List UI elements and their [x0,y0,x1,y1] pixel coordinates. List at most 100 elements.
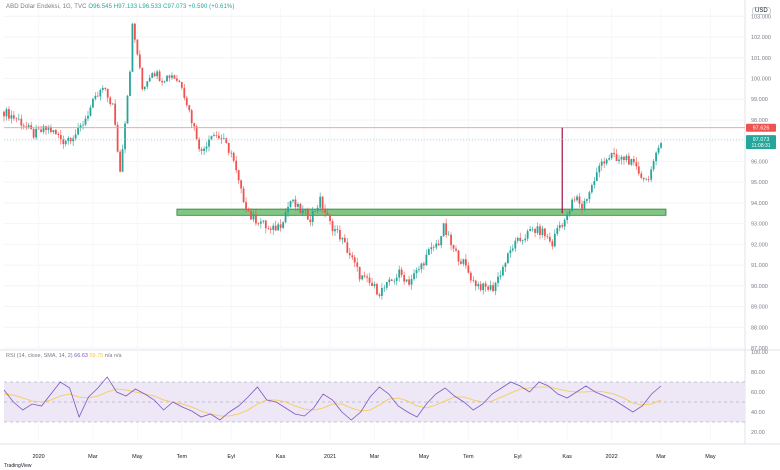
candle-body [250,211,252,220]
candle-body [489,285,492,290]
candle-body [87,115,89,119]
candle-body [82,124,84,126]
x-tick-label: May [132,454,143,460]
candle-body [35,128,38,138]
y-tick-label: 103.000 [751,14,771,20]
candle-body [336,229,339,230]
candle-body [487,286,490,290]
candle-body [287,206,289,213]
candle-body [620,156,623,160]
x-tick-label: Mar [370,454,380,460]
legend-ohlc-values: O96.545 H97.133 L96.533 C97.073 +0.590 (… [88,4,235,10]
currency-unit-button[interactable]: USD [752,7,771,15]
candle-body [292,199,294,202]
candle-body [573,199,576,201]
candle-body [240,180,243,189]
candle-body [84,118,87,125]
candle-body [264,220,267,229]
candle-body [455,248,457,251]
candle-body [203,148,205,151]
candle-body [27,125,30,127]
candle-body [497,276,499,283]
candle-body [146,81,149,87]
candle-body [213,135,215,137]
candle-body [180,82,183,88]
candle-body [642,177,645,180]
last-price-label: 97.073 [753,137,770,143]
x-tick-label: Kas [276,454,286,460]
candle-body [615,154,618,162]
candle-body [378,294,381,296]
candle-body [462,259,465,264]
rsi-y-tick-label: 60.00 [751,390,765,396]
candle-body [605,159,608,164]
rsi-y-tick-label: 80.00 [751,370,765,376]
candle-body [124,123,126,150]
candle-body [390,279,393,281]
candle-body [230,152,233,154]
candle-body [474,280,477,287]
candle-body [539,226,541,235]
candle-body [514,240,517,249]
candle-body [309,219,312,223]
candle-body [267,228,270,229]
candle-body [284,212,287,223]
tradingview-logo[interactable]: TradingView [4,463,32,469]
candle-body [610,152,613,159]
candle-body [242,188,245,203]
candle-body [645,179,648,180]
x-tick-label: May [705,454,716,460]
candle-body [329,214,331,222]
candle-body [89,107,92,116]
candle-body [499,275,502,277]
candle-body [74,134,77,139]
candle-body [506,253,509,264]
x-tick-label: 2022 [605,454,617,460]
y-tick-label: 87.000 [751,346,768,352]
candle-body [8,109,10,119]
candle-body [423,263,425,266]
candle-body [353,257,356,263]
x-tick-label: Kas [562,454,572,460]
last-price-badge [746,135,776,150]
candle-body [222,138,225,140]
candle-body [502,266,504,276]
candle-body [200,149,203,151]
candle-body [568,211,571,215]
candle-body [546,236,549,237]
candle-body [553,233,556,247]
candle-body [625,155,628,160]
candle-body [544,228,546,237]
candle-body [660,143,662,148]
candle-body [198,139,201,150]
candle-body [294,199,297,207]
candle-body [297,203,299,207]
y-tick-label: 88.000 [751,325,768,331]
candle-body [32,129,35,138]
rsi-legend-sma-value: 59.75 [89,353,104,359]
candle-body [306,209,309,220]
candle-body [548,236,551,242]
candle-body [96,95,99,97]
candle-body [304,209,307,211]
candle-body [59,135,62,140]
candle-body [131,23,134,72]
candle-body [64,140,67,145]
x-tick-label: Tem [463,454,474,460]
candle-body [314,210,317,212]
candle-body [415,270,418,274]
candle-body [109,97,112,104]
candle-body [368,277,371,283]
rsi-y-tick-label: 40.00 [751,410,765,416]
candle-body [116,124,119,152]
rsi-sma-line [3,386,662,417]
annotation-layer [4,127,745,214]
candle-body [188,105,191,111]
candle-body [225,138,228,143]
candle-body [581,203,583,209]
countdown-label: 11:08:31 [751,143,770,149]
candle-body [541,228,544,235]
candle-body [50,126,52,132]
candle-body [237,170,240,181]
